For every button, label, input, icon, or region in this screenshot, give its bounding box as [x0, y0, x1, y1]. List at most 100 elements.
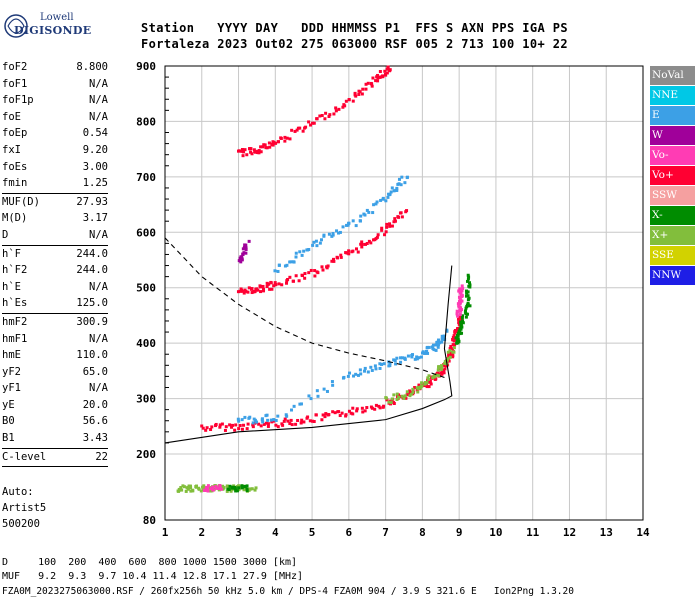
echo-point	[255, 420, 259, 424]
echo-point	[399, 360, 403, 364]
echo-point	[467, 284, 471, 288]
echo-point	[353, 91, 357, 95]
echo-point	[380, 226, 384, 230]
echo-point	[402, 396, 406, 400]
param-value: N/A	[89, 280, 108, 293]
echo-point	[390, 186, 394, 190]
echo-point	[267, 141, 271, 145]
echo-point	[418, 386, 422, 390]
es-echo-point	[191, 489, 195, 493]
param-value: 3.43	[82, 432, 108, 445]
es-echo-point	[237, 486, 241, 490]
echo-point	[252, 148, 256, 152]
echo-point	[322, 233, 326, 237]
echo-point	[274, 423, 278, 427]
echo-point	[459, 324, 463, 328]
echo-point	[251, 423, 255, 427]
echo-point	[347, 221, 351, 225]
echo-point	[290, 408, 294, 412]
echo-point	[244, 251, 248, 255]
echo-point	[290, 128, 294, 132]
echo-point	[458, 296, 462, 300]
param-value: 125.0	[76, 297, 108, 310]
legend-item-e: E	[650, 106, 695, 125]
echo-point	[277, 263, 281, 267]
es-echo-point	[231, 486, 235, 490]
param-name: fxI	[2, 143, 21, 156]
echo-point	[285, 414, 289, 418]
echo-point	[363, 213, 367, 217]
es-echo-point	[199, 489, 203, 493]
echo-point	[281, 423, 285, 427]
echo-point	[354, 94, 358, 98]
echo-point	[247, 239, 251, 243]
echo-point	[344, 99, 348, 103]
param-row: D N/A	[2, 227, 108, 244]
echo-point	[257, 422, 261, 426]
echo-point	[396, 182, 400, 186]
echo-point	[249, 147, 253, 151]
echo-point	[331, 233, 335, 237]
echo-point	[240, 418, 244, 422]
echo-point	[460, 284, 464, 288]
echo-point	[309, 268, 313, 272]
param-row: yF2 65.0	[2, 364, 108, 381]
auto-version: 500200	[2, 518, 40, 530]
echo-point	[283, 139, 287, 143]
param-separator	[2, 312, 108, 314]
echo-point	[274, 141, 278, 145]
es-echo-point	[189, 489, 193, 493]
echo-point	[327, 232, 331, 236]
echo-point	[241, 154, 245, 158]
es-echo-point	[233, 486, 237, 490]
echo-point	[298, 250, 302, 254]
echo-point	[411, 390, 415, 394]
echo-point	[298, 126, 302, 130]
echo-point	[375, 235, 379, 239]
echo-point	[276, 425, 280, 429]
echo-point	[459, 309, 463, 313]
echo-point	[445, 328, 449, 332]
echo-point	[244, 247, 248, 251]
echo-point	[283, 417, 287, 421]
echo-point	[307, 394, 311, 398]
echo-point	[325, 389, 329, 393]
x-tick-label: 5	[309, 526, 316, 539]
echo-point	[363, 369, 367, 373]
echo-point	[266, 422, 270, 426]
echo-point	[253, 290, 257, 294]
echo-point	[336, 410, 340, 414]
echo-point	[385, 225, 389, 229]
echo-point	[293, 129, 297, 133]
echo-point	[304, 125, 308, 129]
es-echo-point	[206, 489, 210, 493]
echo-point	[265, 285, 269, 289]
echo-point	[408, 394, 412, 398]
es-echo-point	[242, 488, 246, 492]
echo-point	[321, 268, 325, 272]
echo-point	[241, 252, 245, 256]
echo-point	[312, 420, 316, 424]
echo-point	[236, 290, 240, 294]
es-echo-point	[216, 487, 220, 491]
echo-point	[464, 315, 468, 319]
es-echo-point	[201, 485, 205, 489]
echo-point	[313, 274, 317, 278]
echo-point	[365, 241, 369, 245]
param-row: foF1p N/A	[2, 92, 108, 109]
echo-point	[440, 365, 444, 369]
echo-point	[263, 143, 267, 147]
echo-point	[451, 338, 455, 342]
echo-point	[360, 245, 364, 249]
param-name: yF1	[2, 382, 21, 395]
echo-point	[339, 253, 343, 257]
echo-point	[315, 117, 319, 121]
echo-point	[240, 149, 244, 153]
echo-point	[360, 240, 364, 244]
es-echo-point	[194, 485, 198, 489]
echo-point	[463, 309, 467, 313]
echo-point	[425, 385, 429, 389]
echo-point	[205, 426, 209, 430]
echo-point	[449, 352, 453, 356]
param-row: fxI 9.20	[2, 142, 108, 159]
